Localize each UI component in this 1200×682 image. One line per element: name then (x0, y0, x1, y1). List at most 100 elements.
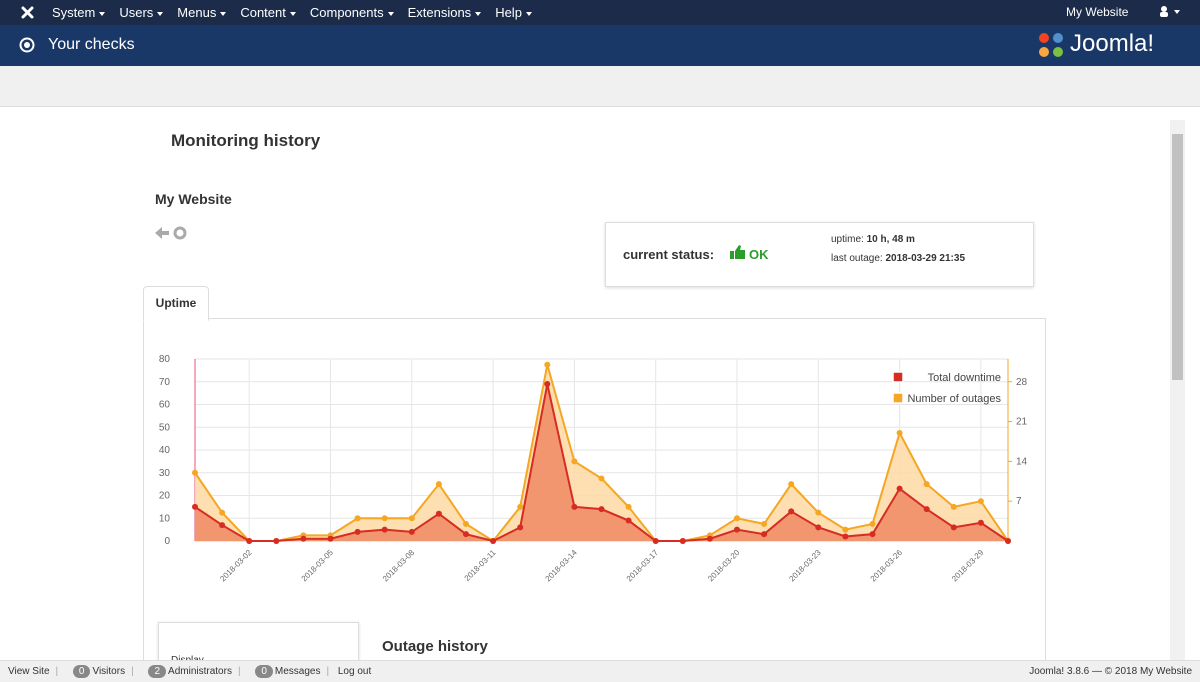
data-point (788, 481, 795, 488)
logout[interactable]: Log out (337, 666, 372, 677)
data-point (923, 506, 930, 513)
scrollbar[interactable] (1170, 120, 1185, 660)
scroll-thumb[interactable] (1172, 134, 1183, 380)
tab-uptime[interactable]: Uptime (143, 286, 209, 321)
data-point (408, 515, 415, 522)
data-point (435, 481, 442, 488)
data-point (706, 535, 713, 542)
y-tick-label: 30 (159, 468, 171, 479)
menu-item[interactable]: Help (495, 0, 532, 25)
data-point (192, 503, 198, 510)
data-point (354, 515, 361, 522)
y-tick-label: 20 (159, 491, 171, 502)
x-tick-label: 2018-03-20 (706, 548, 742, 584)
thumb-icon (730, 245, 745, 259)
data-point (1005, 538, 1011, 544)
x-tick-label: 2018-03-17 (625, 548, 661, 584)
menu-item[interactable]: Content (240, 0, 296, 25)
menu-item[interactable]: Extensions (408, 0, 482, 25)
x-tick-label: 2018-03-14 (544, 548, 580, 584)
y2-tick-label: 28 (1016, 377, 1028, 388)
data-point (815, 509, 822, 516)
x-tick-label: 2018-03-29 (950, 548, 986, 584)
data-point (517, 503, 524, 510)
data-point (869, 520, 876, 527)
data-point (896, 429, 903, 436)
legend-label: Number of outages (907, 393, 1001, 405)
y-tick-label: 40 (159, 445, 171, 456)
menu-item[interactable]: Users (119, 0, 163, 25)
data-point (869, 531, 876, 538)
menu-item[interactable]: Menus (177, 0, 226, 25)
menu-item[interactable]: Components (310, 0, 394, 25)
data-point (463, 531, 469, 538)
y-tick-label: 80 (159, 354, 171, 365)
uptime: uptime: 10 h, 48 m (831, 234, 915, 245)
data-point (598, 475, 605, 482)
data-point (571, 458, 578, 465)
data-point (679, 538, 686, 544)
x-tick-label: 2018-03-08 (381, 548, 417, 584)
data-point (734, 526, 740, 533)
status-card: current status: OK uptime: 10 h, 48 m la… (605, 222, 1034, 287)
data-point (842, 533, 849, 540)
y-tick-label: 0 (164, 536, 170, 547)
data-point (490, 538, 497, 544)
data-point (544, 381, 551, 388)
data-point (815, 524, 822, 531)
x-tick-label: 2018-03-26 (869, 548, 905, 584)
data-point (950, 524, 957, 531)
data-point (896, 485, 903, 492)
data-point (381, 515, 388, 522)
outage-heading: Outage history (382, 638, 488, 655)
admins-count: 2 (148, 665, 167, 678)
messages-label[interactable]: Messages (274, 666, 321, 677)
legend-swatch (892, 392, 904, 404)
menu: System Users Menus Content Components Extensi… (52, 0, 546, 25)
data-point (625, 517, 632, 524)
data-point (192, 469, 198, 476)
data-point (381, 526, 388, 533)
uptime-label: uptime: (831, 234, 864, 245)
y-tick-label: 60 (159, 400, 171, 411)
data-point (327, 535, 334, 542)
y2-tick-label: 21 (1016, 417, 1028, 428)
top-nav: System Users Menus Content Components Extensi… (0, 0, 1200, 25)
data-point (788, 508, 795, 515)
menu-item[interactable]: System (52, 0, 105, 25)
joomla-logo-text: Joomla! (1070, 30, 1155, 57)
data-point (463, 520, 469, 527)
data-point (246, 538, 253, 544)
data-point (625, 503, 632, 510)
visitors-count: 0 (72, 665, 91, 678)
data-point (734, 515, 740, 522)
site-link[interactable]: My Website (1066, 5, 1129, 19)
page-title: Your checks (48, 36, 135, 53)
data-point (219, 509, 226, 516)
footer: View Site | 0 Visitors | 2 Administrators | 0… (0, 660, 1200, 682)
view-site[interactable]: View Site (8, 666, 50, 677)
data-point (517, 524, 524, 531)
header-bar: Your checks Joomla! (0, 25, 1200, 66)
y2-tick-label: 7 (1016, 496, 1022, 507)
visitors-label[interactable]: Visitors (92, 666, 126, 677)
x-tick-label: 2018-03-11 (463, 548, 498, 583)
toolbar (0, 66, 1200, 107)
joomla-icon (21, 6, 34, 19)
data-point (652, 538, 659, 544)
data-point (435, 510, 442, 517)
last-outage-value: 2018-03-29 21:35 (885, 253, 966, 264)
admins-label[interactable]: Administrators (168, 666, 232, 677)
data-point (273, 538, 280, 544)
user-icon[interactable] (1160, 6, 1182, 18)
last-outage-label: last outage: (831, 253, 883, 264)
nav-icons[interactable] (154, 225, 188, 241)
data-point (598, 506, 605, 513)
uptime-value: 10 h, 48 m (866, 234, 915, 245)
copyright: Joomla! 3.8.6 — © 2018 My Website (1029, 666, 1192, 677)
last-outage: last outage: 2018-03-29 21:35 (831, 253, 965, 264)
y-tick-label: 70 (159, 377, 171, 388)
data-point (950, 503, 957, 510)
